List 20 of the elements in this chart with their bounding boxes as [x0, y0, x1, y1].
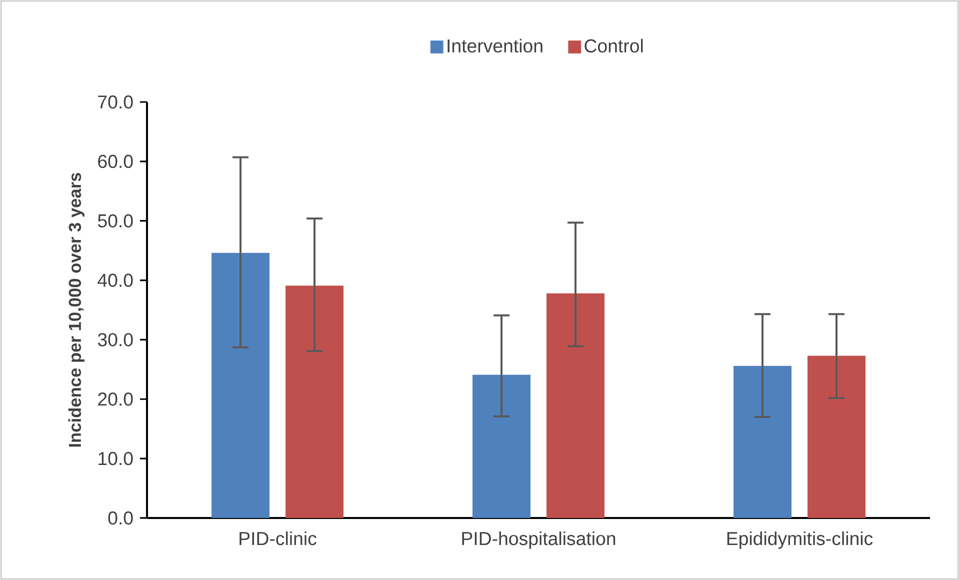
bar: [734, 366, 792, 518]
bar: [286, 286, 344, 518]
y-tick-label: 40.0: [98, 274, 133, 287]
y-axis-title: Incidence per 10,000 over 3 years: [68, 172, 84, 447]
bar: [472, 374, 531, 518]
legend-label: Intervention: [448, 38, 542, 53]
x-tick-label: PID-hospitalisation: [462, 531, 616, 549]
y-tick-label: 10.0: [98, 452, 133, 466]
y-tick-label: 20.0: [98, 392, 133, 406]
y-tick-label: 30.0: [98, 333, 133, 346]
x-tick-label: PID-clinic: [240, 531, 316, 546]
legend-label: Control: [584, 38, 643, 53]
y-tick-label: 60.0: [98, 154, 133, 168]
x-tick-label: Epididymitis-clinic: [727, 531, 873, 549]
y-tick-label: 70.0: [98, 95, 133, 109]
bar: [212, 252, 270, 518]
bar: [808, 356, 866, 518]
y-tick-label: 50.0: [98, 214, 133, 228]
y-tick-label: 0.0: [108, 511, 133, 525]
bar: [546, 293, 605, 518]
